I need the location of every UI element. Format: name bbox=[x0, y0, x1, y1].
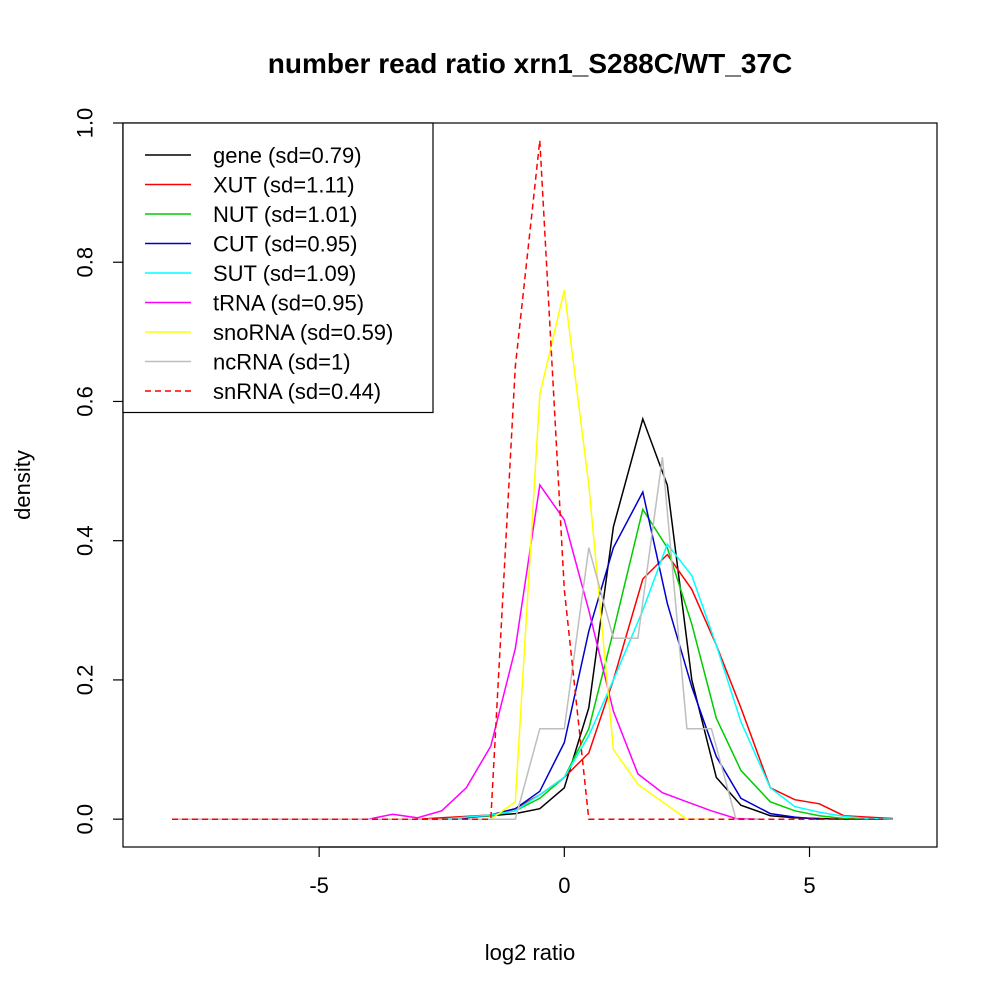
legend-label: gene (sd=0.79) bbox=[213, 143, 362, 168]
legend: gene (sd=0.79) XUT (sd=1.11) NUT (sd=1.01)… bbox=[122, 122, 434, 414]
x-axis-label: log2 ratio bbox=[485, 940, 576, 965]
series-line-8 bbox=[172, 140, 884, 820]
legend-label: tRNA (sd=0.95) bbox=[213, 291, 364, 316]
x-tick-label: 0 bbox=[558, 873, 570, 898]
series-line-4 bbox=[172, 542, 893, 820]
y-tick-label: 0.2 bbox=[73, 665, 98, 696]
legend-label: snoRNA (sd=0.59) bbox=[213, 320, 393, 345]
series-line-0 bbox=[172, 416, 893, 820]
legend-label: CUT (sd=0.95) bbox=[213, 232, 357, 257]
legend-label: SUT (sd=1.09) bbox=[213, 261, 356, 286]
x-tick-label: 5 bbox=[803, 873, 815, 898]
legend-label: snRNA (sd=0.44) bbox=[213, 379, 381, 404]
y-axis-label: density bbox=[10, 450, 35, 520]
series-line-5 bbox=[172, 483, 761, 820]
legend-label: NUT (sd=1.01) bbox=[213, 202, 357, 227]
plot-area bbox=[172, 140, 893, 820]
legend-box bbox=[122, 122, 434, 414]
x-tick-label: -5 bbox=[309, 873, 329, 898]
series-line-6 bbox=[172, 289, 712, 820]
y-tick-label: 0.8 bbox=[73, 247, 98, 278]
axes: -5 0 5 0.0 0.2 0.4 0.6 0.8 1.0 bbox=[73, 108, 938, 898]
series-line-1 bbox=[172, 553, 893, 820]
chart-title: number read ratio xrn1_S288C/WT_37C bbox=[268, 48, 792, 79]
y-tick-label: 1.0 bbox=[73, 108, 98, 139]
y-tick-label: 0.0 bbox=[73, 804, 98, 835]
legend-label: XUT (sd=1.11) bbox=[213, 173, 355, 198]
y-tick-label: 0.4 bbox=[73, 525, 98, 556]
legend-label: ncRNA (sd=1) bbox=[213, 350, 351, 375]
series-line-7 bbox=[172, 457, 761, 820]
y-tick-label: 0.6 bbox=[73, 386, 98, 417]
